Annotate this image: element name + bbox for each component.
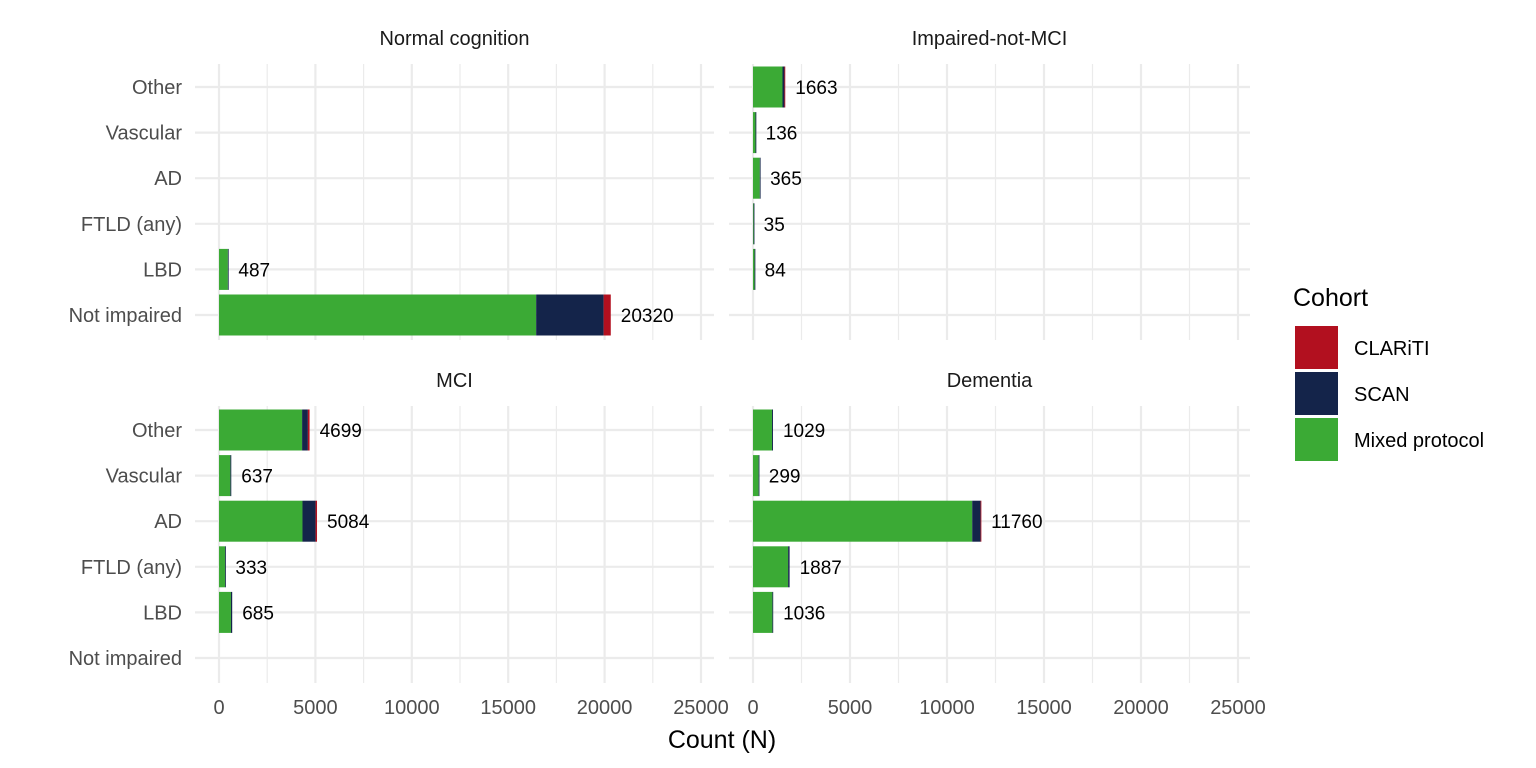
legend-swatch-clariti <box>1295 326 1338 369</box>
bar-segment <box>759 157 761 199</box>
bar-segment <box>302 500 316 542</box>
bar-segment <box>772 591 774 633</box>
panel-title: Dementia <box>947 370 1033 392</box>
bar-segment <box>772 409 773 451</box>
bar-segment <box>972 500 981 542</box>
bar-segment <box>753 591 773 633</box>
bar-segment <box>784 66 786 108</box>
bar-segment <box>753 112 756 154</box>
bar-segment <box>753 248 755 290</box>
panel-title: Normal cognition <box>379 28 529 50</box>
y-tick-label: Vascular <box>106 466 183 488</box>
bar-segment <box>219 248 228 290</box>
panel-3: Dementia 0 5000 10000 15000 20000 25000 1029 299… <box>729 370 1266 719</box>
y-tick-label: LBD <box>143 602 182 624</box>
x-tick-label: 25000 <box>1210 697 1266 719</box>
bar-segment <box>753 203 755 245</box>
panel-2: MCI Other Vascular AD FTLD (any) LBD Not impai… <box>69 370 729 719</box>
bar-segment <box>754 248 756 290</box>
data-label: 637 <box>241 467 273 488</box>
bar-segment <box>315 500 318 542</box>
bar-segment <box>788 546 790 588</box>
data-label: 1036 <box>783 603 825 624</box>
data-label: 136 <box>766 124 798 145</box>
bar-segment <box>753 455 759 497</box>
y-tick-label: AD <box>154 168 182 190</box>
legend-swatch-scan <box>1295 372 1338 415</box>
bar-segment <box>307 409 310 451</box>
data-label: 1663 <box>795 78 837 99</box>
bar-segment <box>753 66 783 108</box>
data-label: 20320 <box>621 306 674 327</box>
data-label: 5084 <box>327 512 370 533</box>
data-label: 333 <box>235 558 267 579</box>
x-tick-label: 25000 <box>673 697 729 719</box>
bar-segment <box>980 500 982 542</box>
bar-segment <box>219 455 231 497</box>
data-label: 299 <box>769 467 801 488</box>
data-label: 685 <box>242 603 274 624</box>
x-tick-label: 20000 <box>1113 697 1169 719</box>
data-label: 365 <box>770 169 802 190</box>
legend-title: Cohort <box>1293 284 1368 312</box>
x-tick-label: 5000 <box>293 697 338 719</box>
x-tick-label: 0 <box>213 697 224 719</box>
x-tick-label: 0 <box>747 697 758 719</box>
bar-segment <box>758 455 760 497</box>
y-tick-label: FTLD (any) <box>81 557 182 579</box>
x-tick-label: 10000 <box>919 697 975 719</box>
data-label: 1029 <box>783 421 825 442</box>
legend-swatch-mixed-protocol <box>1295 418 1338 461</box>
legend-label-clariti: CLARiTI <box>1354 338 1430 360</box>
bar-segment <box>603 294 611 336</box>
bar-segment <box>302 409 308 451</box>
data-label: 1887 <box>800 558 842 579</box>
bar-segment <box>753 546 789 588</box>
bar-segment <box>782 66 785 108</box>
y-tick-label: Vascular <box>106 123 183 145</box>
bar-segment <box>753 157 760 199</box>
y-tick-label: Not impaired <box>69 648 182 670</box>
bar-segment <box>219 591 231 633</box>
panel-1: Impaired-not-MCI 1663 136 365 35 84 <box>729 28 1250 340</box>
legend-label-scan: SCAN <box>1354 384 1410 406</box>
bar-segment <box>755 112 757 154</box>
y-tick-label: Other <box>132 77 182 99</box>
bar-segment <box>227 248 229 290</box>
x-tick-label: 5000 <box>828 697 873 719</box>
data-label: 84 <box>765 260 787 281</box>
panel-0: Normal cognition Other Vascular AD FTLD (any… <box>69 28 714 340</box>
y-tick-label: AD <box>154 511 182 533</box>
panel-title: Impaired-not-MCI <box>912 28 1068 50</box>
x-tick-label: 15000 <box>480 697 536 719</box>
x-axis-label: Count (N) <box>668 726 776 754</box>
bar-segment <box>225 546 226 588</box>
data-label: 487 <box>238 260 270 281</box>
y-tick-label: Other <box>132 420 182 442</box>
legend-label-mixed-protocol: Mixed protocol <box>1354 430 1484 452</box>
y-tick-label: Not impaired <box>69 305 182 327</box>
bar-segment <box>536 294 604 336</box>
bar-segment <box>753 500 973 542</box>
data-label: 35 <box>764 215 785 236</box>
x-tick-label: 10000 <box>384 697 440 719</box>
bar-segment <box>219 500 303 542</box>
x-tick-label: 20000 <box>577 697 633 719</box>
y-tick-label: LBD <box>143 259 182 281</box>
data-label: 11760 <box>991 512 1042 533</box>
panel-title: MCI <box>436 370 473 392</box>
bar-segment <box>230 455 232 497</box>
bar-segment <box>219 294 537 336</box>
legend: Cohort CLARiTI SCAN Mixed protocol <box>1293 284 1484 461</box>
bar-segment <box>219 546 226 588</box>
x-tick-label: 15000 <box>1016 697 1072 719</box>
y-tick-label: FTLD (any) <box>81 214 182 236</box>
bar-segment <box>219 409 303 451</box>
bar-segment <box>753 409 773 451</box>
data-label: 4699 <box>320 421 362 442</box>
bar-segment <box>753 203 754 245</box>
bar-segment <box>230 591 233 633</box>
